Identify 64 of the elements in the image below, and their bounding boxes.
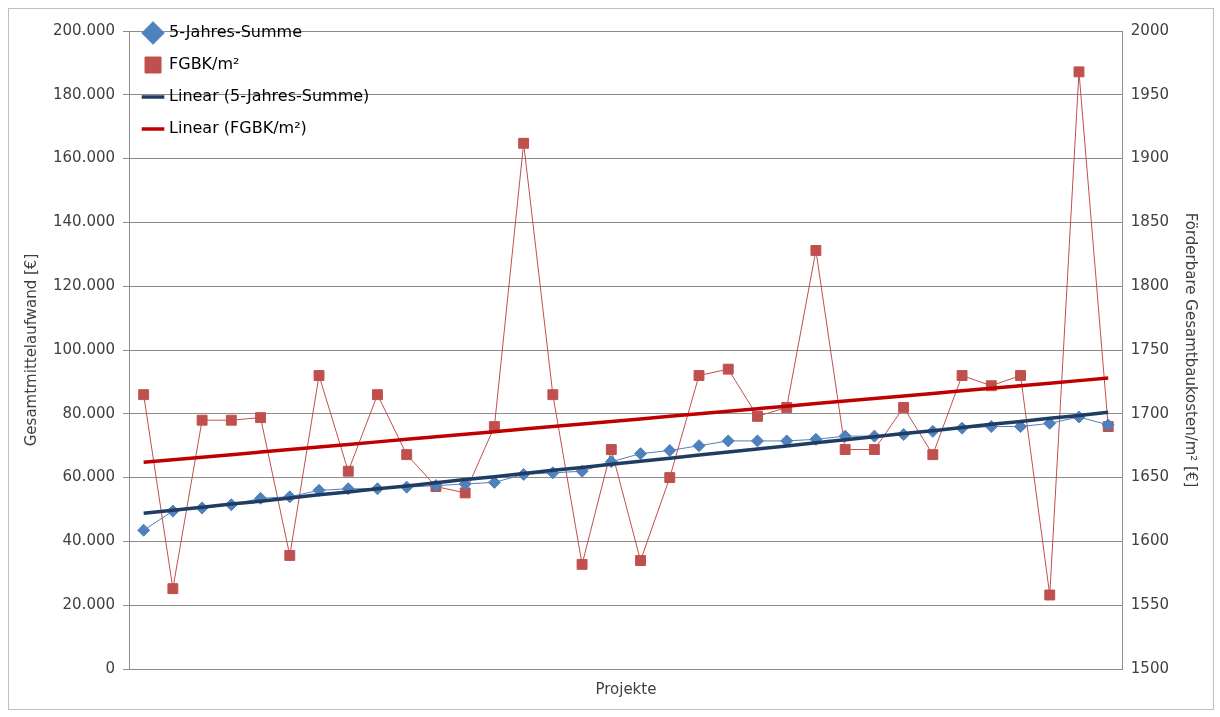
point — [342, 465, 354, 477]
point — [810, 245, 822, 256]
y-tick-label: 140.000 — [53, 212, 116, 231]
point — [721, 434, 735, 448]
point — [196, 414, 208, 426]
point — [898, 401, 910, 413]
point — [576, 558, 588, 570]
y2-tick-label: 1550 — [1130, 595, 1170, 614]
y2-tick-label: 1650 — [1130, 467, 1170, 486]
point — [255, 412, 267, 424]
point — [752, 410, 763, 422]
y2-axis-title: Förderbare Gesamtbaukosten/m² [€] — [1182, 212, 1201, 488]
y-tick-label: 80.000 — [62, 403, 116, 422]
point — [167, 583, 179, 595]
y-tick-label: 60.000 — [62, 467, 116, 486]
y2-tick-label: 1850 — [1130, 212, 1170, 231]
y-tick-label: 180.000 — [53, 84, 116, 103]
y-tick-label: 20.000 — [62, 595, 116, 614]
y-tick-label: 0 — [105, 658, 116, 677]
point — [692, 439, 706, 453]
y2-tick-label: 1800 — [1130, 276, 1170, 295]
y-tick-label: 40.000 — [62, 531, 116, 550]
point — [518, 137, 530, 149]
point — [868, 444, 880, 455]
point — [605, 444, 617, 455]
point — [634, 447, 648, 461]
y2-tick-label: 2000 — [1130, 20, 1170, 39]
legend-label: Linear (5-Jahres-Summe) — [169, 86, 370, 106]
point — [722, 363, 734, 375]
y-axis-title: Gesamtmittelaufwand [€] — [21, 253, 40, 447]
point — [1044, 589, 1056, 601]
point — [1073, 66, 1085, 78]
legend-label: FGBK/m² — [169, 54, 240, 74]
y2-tick-label: 1750 — [1130, 339, 1170, 358]
y-tick-label: 160.000 — [53, 148, 116, 167]
point — [635, 555, 646, 566]
point — [750, 434, 764, 448]
point — [313, 370, 325, 381]
point — [225, 414, 237, 426]
point — [664, 472, 676, 484]
y2-tick-label: 1950 — [1130, 84, 1170, 103]
y-tick-label: 120.000 — [53, 276, 116, 295]
y-tick-label: 200.000 — [53, 20, 116, 39]
point — [138, 389, 150, 401]
y-tick-label: 100.000 — [53, 339, 116, 358]
point — [839, 444, 851, 455]
point — [401, 449, 413, 461]
point — [284, 549, 296, 561]
legend-label: Linear (FGBK/m²) — [169, 118, 307, 138]
legend-label: 5-Jahres-Summe — [169, 22, 303, 42]
point — [956, 370, 968, 381]
point — [547, 389, 559, 401]
y2-tick-label: 1900 — [1130, 148, 1170, 167]
point — [663, 443, 677, 457]
y2-tick-label: 1600 — [1130, 531, 1170, 550]
point — [137, 523, 151, 537]
y2-tick-label: 1500 — [1130, 658, 1170, 677]
point — [1015, 370, 1026, 381]
point — [372, 389, 383, 401]
y2-tick-label: 1700 — [1130, 403, 1170, 422]
point — [927, 449, 939, 461]
point — [693, 370, 705, 381]
x-axis-title: Projekte — [595, 679, 657, 698]
point — [459, 487, 471, 499]
